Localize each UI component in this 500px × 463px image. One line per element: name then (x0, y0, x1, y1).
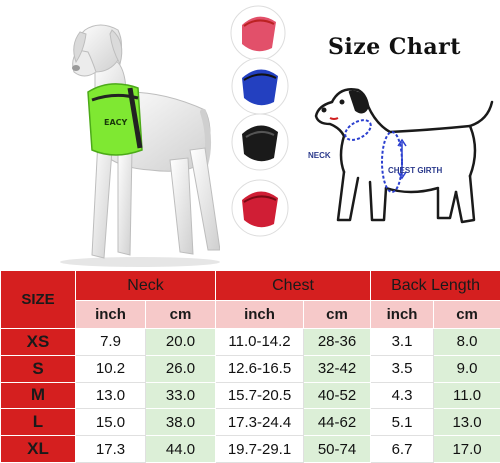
value-cell: 17.0 (434, 436, 500, 463)
unit-header: inch (216, 301, 304, 329)
value-cell: 3.5 (371, 355, 434, 382)
chest-girth-label: CHEST GIRTH (388, 166, 442, 175)
value-cell: 5.1 (371, 409, 434, 436)
size-cell: XS (1, 329, 76, 356)
neck-label: NECK (308, 151, 331, 160)
value-cell: 26.0 (146, 355, 216, 382)
unit-header: cm (304, 301, 371, 329)
value-cell: 19.7-29.1 (216, 436, 304, 463)
thumb-black[interactable] (232, 114, 288, 170)
neck-header: Neck (76, 271, 216, 301)
table-unit-header-row: inch cm inch cm inch cm (1, 301, 500, 329)
table-row: XL 17.3 44.0 19.7-29.1 50-74 6.7 17.0 (1, 436, 500, 463)
size-cell: L (1, 409, 76, 436)
unit-header: cm (434, 301, 500, 329)
value-cell: 12.6-16.5 (216, 355, 304, 382)
value-cell: 9.0 (434, 355, 500, 382)
value-cell: 6.7 (371, 436, 434, 463)
color-thumbnails (220, 0, 310, 250)
unit-header: cm (146, 301, 216, 329)
size-cell: S (1, 355, 76, 382)
value-cell: 17.3-24.4 (216, 409, 304, 436)
mannequin-dog-image: EACY (0, 0, 220, 268)
value-cell: 13.0 (434, 409, 500, 436)
size-table: SIZE Neck Chest Back Length inch cm inch… (0, 270, 500, 463)
measurement-diagram (310, 80, 500, 250)
size-cell: M (1, 382, 76, 409)
value-cell: 38.0 (146, 409, 216, 436)
value-cell: 17.3 (76, 436, 146, 463)
value-cell: 11.0 (434, 382, 500, 409)
value-cell: 8.0 (434, 329, 500, 356)
table-row: M 13.0 33.0 15.7-20.5 40-52 4.3 11.0 (1, 382, 500, 409)
back-length-header: Back Length (371, 271, 500, 301)
thumb-blue[interactable] (232, 58, 288, 114)
value-cell: 40-52 (304, 382, 371, 409)
size-chart-title: Size Chart (328, 34, 461, 60)
table-row: S 10.2 26.0 12.6-16.5 32-42 3.5 9.0 (1, 355, 500, 382)
value-cell: 3.1 (371, 329, 434, 356)
unit-header: inch (76, 301, 146, 329)
value-cell: 10.2 (76, 355, 146, 382)
value-cell: 32-42 (304, 355, 371, 382)
thumb-pink[interactable] (231, 6, 285, 60)
thumb-red[interactable] (232, 180, 288, 236)
table-row: L 15.0 38.0 17.3-24.4 44-62 5.1 13.0 (1, 409, 500, 436)
value-cell: 50-74 (304, 436, 371, 463)
value-cell: 44-62 (304, 409, 371, 436)
value-cell: 15.0 (76, 409, 146, 436)
size-header: SIZE (1, 271, 76, 329)
size-cell: XL (1, 436, 76, 463)
value-cell: 13.0 (76, 382, 146, 409)
table-group-header-row: SIZE Neck Chest Back Length (1, 271, 500, 301)
value-cell: 7.9 (76, 329, 146, 356)
chest-header: Chest (216, 271, 371, 301)
value-cell: 28-36 (304, 329, 371, 356)
value-cell: 4.3 (371, 382, 434, 409)
table-row: XS 7.9 20.0 11.0-14.2 28-36 3.1 8.0 (1, 329, 500, 356)
value-cell: 15.7-20.5 (216, 382, 304, 409)
unit-header: inch (371, 301, 434, 329)
value-cell: 33.0 (146, 382, 216, 409)
value-cell: 20.0 (146, 329, 216, 356)
product-image-area: EACY Size Chart (0, 0, 500, 268)
value-cell: 11.0-14.2 (216, 329, 304, 356)
value-cell: 44.0 (146, 436, 216, 463)
harness-logo-text: EACY (104, 118, 128, 127)
